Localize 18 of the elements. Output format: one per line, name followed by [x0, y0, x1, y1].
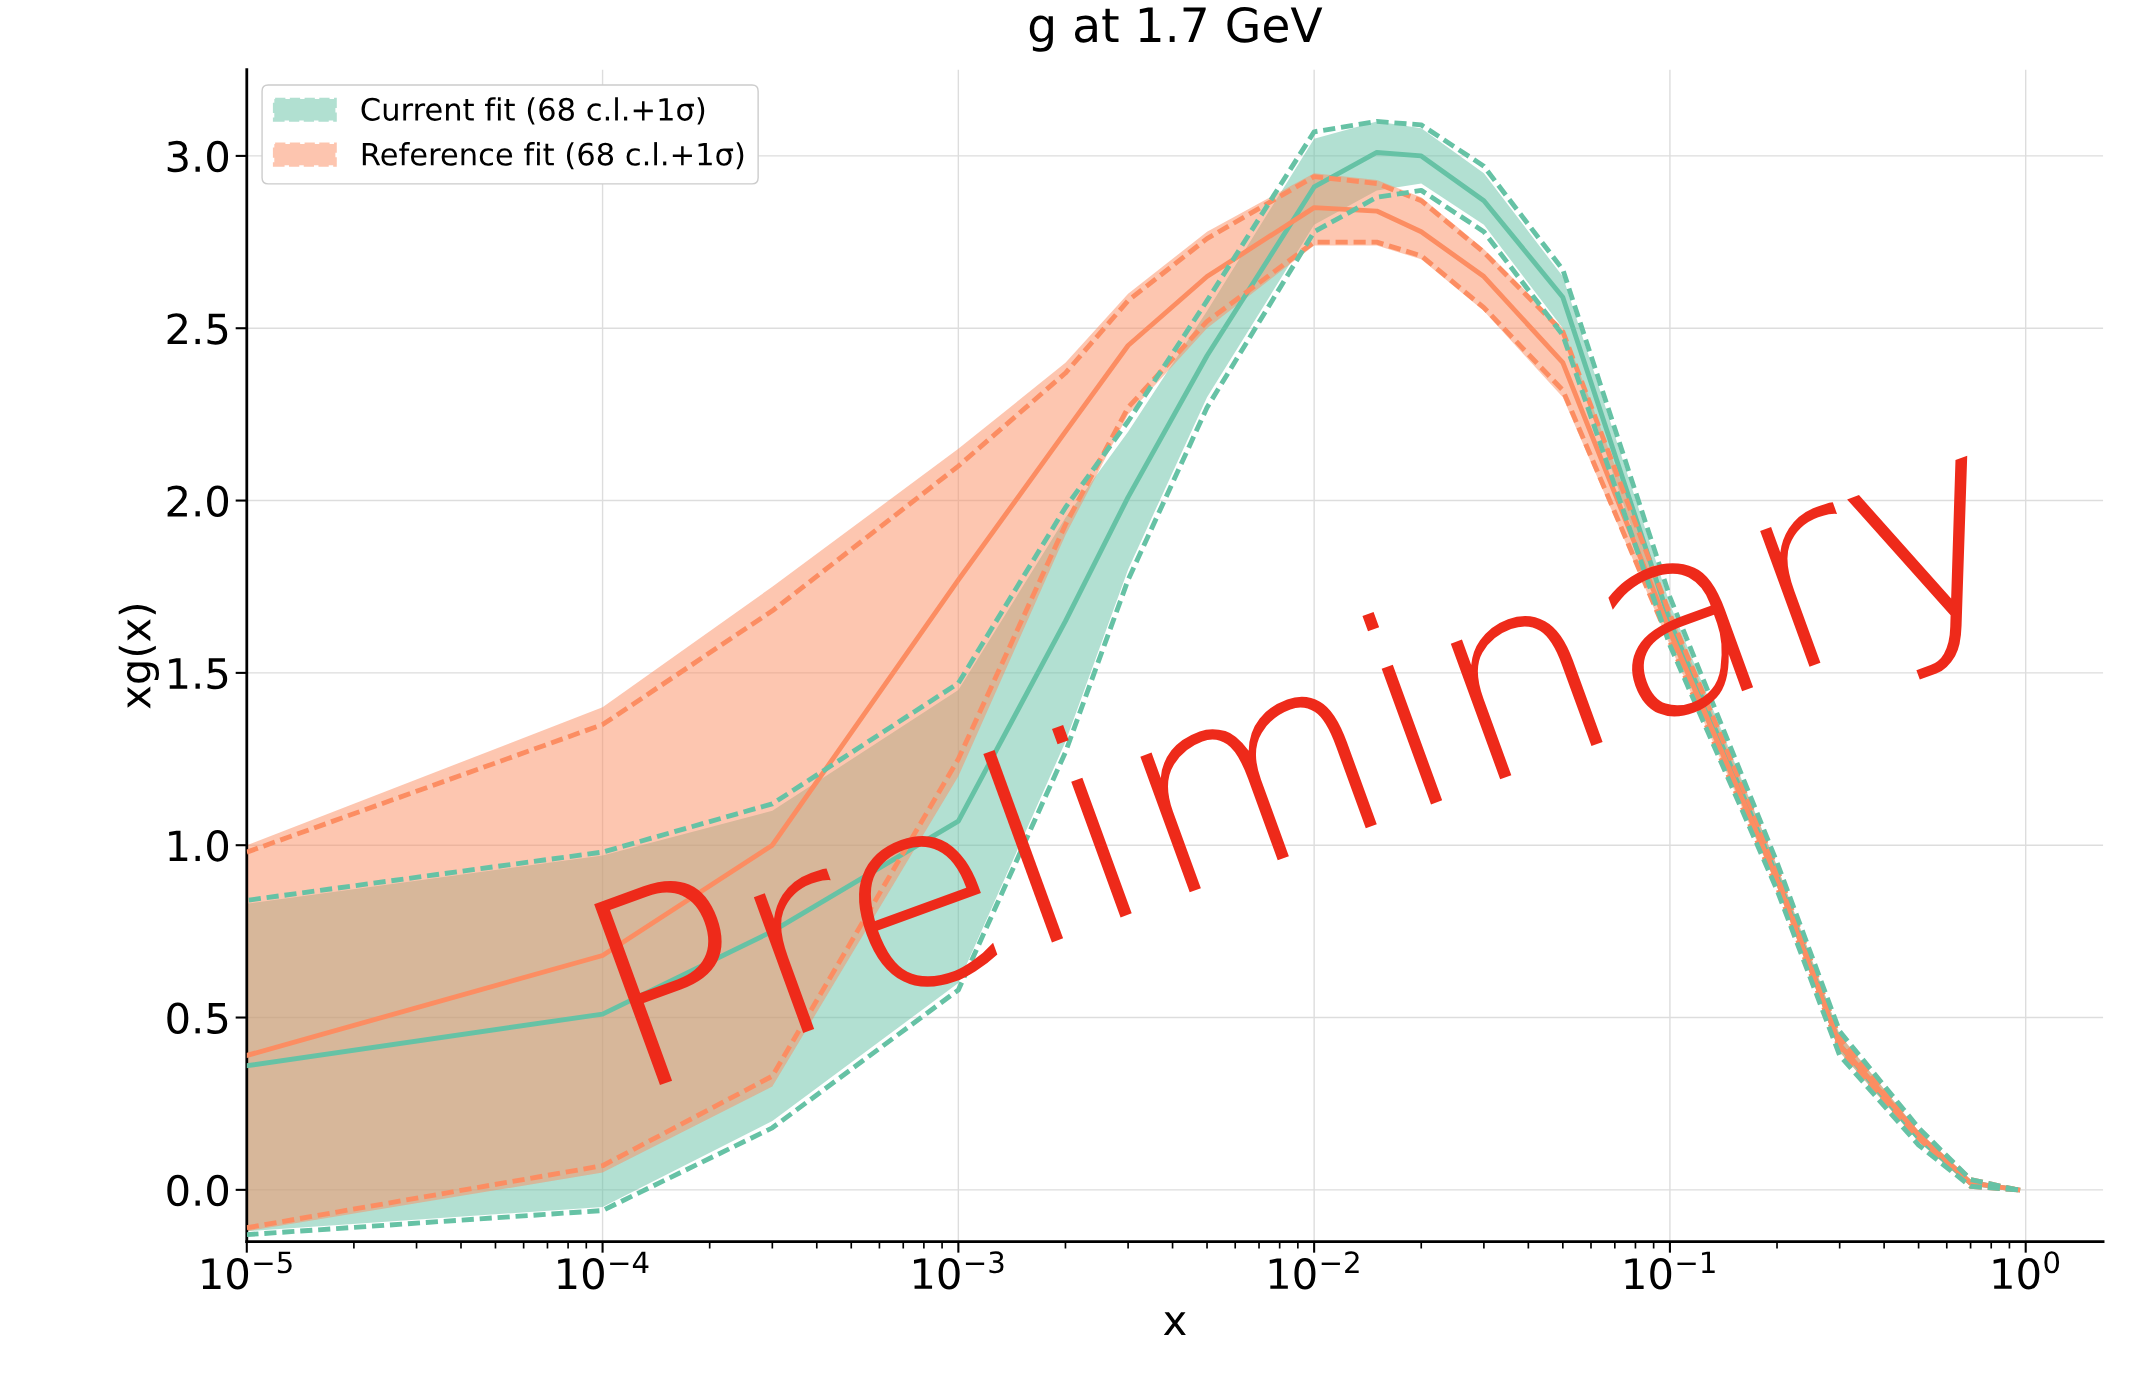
x-tick-label: 10$^{−1}$ [1625, 1251, 1715, 1290]
chart-title: g at 1.7 GeV [1029, 6, 1323, 52]
y-tick-label: 0.0 [167, 1174, 229, 1207]
y-tick-label: 0.5 [167, 1002, 228, 1034]
y-tick-label: 1.0 [169, 830, 229, 862]
legend-label: Reference fit (68 c.l.+1σ) [362, 142, 744, 170]
x-tick-label: 10$^{−4}$ [558, 1251, 649, 1290]
x-tick-label: 10$^{−3}$ [913, 1251, 1004, 1290]
x-tick-label: 10$^{−2}$ [1269, 1251, 1359, 1290]
y-tick-label: 2.0 [167, 485, 229, 517]
legend-label: Current fit (68 c.l.+1σ) [361, 97, 705, 125]
y-tick-label: 1.5 [169, 658, 228, 690]
y-tick-label: 2.5 [167, 313, 228, 345]
x-axis-title: x [1163, 1312, 1186, 1336]
x-tick-label: 10$^{0}$ [1993, 1251, 2060, 1290]
y-tick-label: 3.0 [167, 140, 229, 173]
y-axis-title: xg(x) [118, 605, 159, 709]
x-tick-label: 10$^{−5}$ [202, 1251, 292, 1290]
